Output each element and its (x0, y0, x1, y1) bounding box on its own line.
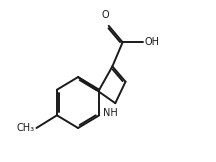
Text: O: O (102, 10, 110, 20)
Text: NH: NH (103, 108, 118, 118)
Text: OH: OH (145, 37, 159, 47)
Text: CH₃: CH₃ (17, 123, 35, 133)
